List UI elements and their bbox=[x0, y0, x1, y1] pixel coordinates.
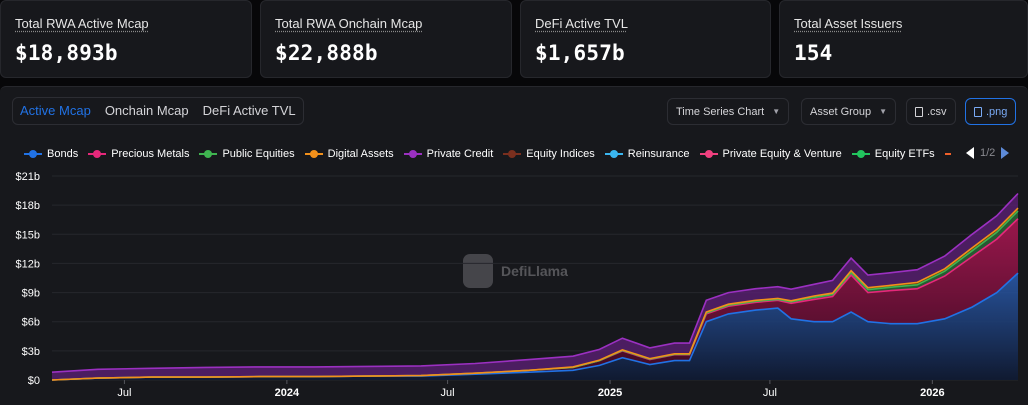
legend-prev-icon[interactable] bbox=[966, 147, 974, 159]
legend-label: Bonds bbox=[47, 148, 79, 160]
tab-onchain-mcap[interactable]: Onchain Mcap bbox=[104, 103, 189, 118]
legend-swatch bbox=[199, 150, 218, 158]
llama-logo-icon bbox=[463, 254, 493, 288]
y-tick-label: $21b bbox=[16, 171, 40, 183]
stat-value: 154 bbox=[794, 41, 833, 65]
x-tick-label: 2024 bbox=[275, 387, 300, 399]
legend-swatch bbox=[24, 150, 42, 158]
stat-label[interactable]: Total RWA Active Mcap bbox=[15, 16, 149, 31]
legend-swatch bbox=[851, 150, 870, 158]
series-area-precious-metals bbox=[52, 218, 1018, 380]
legend-swatch bbox=[699, 150, 718, 158]
x-tick-label: Jul bbox=[763, 387, 777, 399]
legend-label: Equity Indices bbox=[526, 148, 595, 160]
chevron-down-icon: ▼ bbox=[772, 107, 781, 116]
legend-item-digital-assets[interactable]: Digital Assets bbox=[304, 148, 394, 160]
x-tick-label: 2025 bbox=[598, 387, 622, 399]
stat-value: $1,657b bbox=[535, 41, 625, 65]
download-png-button[interactable]: .png bbox=[965, 98, 1017, 125]
x-tick-label: Jul bbox=[117, 387, 131, 399]
file-icon bbox=[915, 106, 923, 117]
legend-label: Private Credit bbox=[426, 148, 494, 160]
legend-item-public-equities[interactable]: Public Equities bbox=[199, 148, 295, 160]
y-tick-label: $15b bbox=[16, 229, 40, 241]
y-tick-label: $12b bbox=[16, 258, 40, 270]
group-by-select[interactable]: Asset Group ▼ bbox=[801, 98, 897, 125]
png-label: .png bbox=[986, 105, 1008, 118]
legend-page-indicator: 1/2 bbox=[980, 147, 996, 159]
legend-label: Reinsurance bbox=[627, 148, 690, 160]
legend-item-equity-etfs[interactable]: Equity ETFs bbox=[851, 148, 935, 160]
legend-item-precious-metals[interactable]: Precious Metals bbox=[88, 148, 189, 160]
image-file-icon bbox=[974, 106, 982, 117]
stat-label[interactable]: DeFi Active TVL bbox=[535, 16, 628, 31]
legend-swatch bbox=[304, 150, 323, 158]
chart-legend: Bonds Precious Metals Public Equities Di… bbox=[24, 147, 951, 161]
legend-label: Equity ETFs bbox=[874, 148, 935, 160]
legend-label: Precious Metals bbox=[111, 148, 190, 160]
chart-type-select[interactable]: Time Series Chart ▼ bbox=[667, 98, 790, 125]
legend-swatch bbox=[403, 150, 422, 158]
stat-card-active-mcap: Total RWA Active Mcap $18,893b bbox=[0, 0, 252, 78]
legend-swatch bbox=[503, 150, 522, 158]
tab-defi-active-tvl[interactable]: DeFi Active TVL bbox=[202, 103, 296, 118]
stat-card-onchain-mcap: Total RWA Onchain Mcap $22,888b bbox=[260, 0, 512, 78]
stat-label[interactable]: Total Asset Issuers bbox=[794, 16, 903, 31]
legend-label: Public Equities bbox=[222, 148, 295, 160]
x-tick-label: Jul bbox=[441, 387, 455, 399]
chart-type-label: Time Series Chart bbox=[676, 105, 765, 118]
y-tick-label: $18b bbox=[16, 200, 40, 212]
stat-value: $22,888b bbox=[275, 41, 378, 65]
legend-next-icon[interactable] bbox=[1001, 147, 1010, 159]
defillama-watermark: DefiLlama bbox=[463, 254, 568, 288]
watermark-text: DefiLlama bbox=[501, 263, 568, 279]
legend-label: Digital Assets bbox=[327, 148, 394, 160]
legend-label: Private Equity & Venture bbox=[722, 148, 842, 160]
legend-swatch-partial bbox=[944, 153, 951, 155]
metric-tabs: Active Mcap Onchain Mcap DeFi Active TVL bbox=[12, 97, 304, 125]
series-area-bonds bbox=[52, 273, 1018, 380]
csv-label: .csv bbox=[927, 105, 947, 118]
legend-swatch bbox=[604, 150, 623, 158]
y-tick-label: $3b bbox=[22, 346, 40, 358]
legend-swatch bbox=[88, 150, 107, 158]
group-by-label: Asset Group bbox=[810, 105, 872, 118]
series-line-digital-assets bbox=[51, 207, 1019, 381]
series-area-private-credit bbox=[52, 193, 1018, 380]
chevron-down-icon: ▼ bbox=[879, 107, 888, 116]
y-tick-label: $6b bbox=[22, 317, 40, 329]
legend-item-bonds[interactable]: Bonds bbox=[24, 148, 78, 160]
y-tick-label: $0 bbox=[28, 375, 40, 387]
legend-item-private-equity-venture[interactable]: Private Equity & Venture bbox=[699, 148, 842, 160]
stat-card-asset-issuers: Total Asset Issuers 154 bbox=[779, 0, 1028, 78]
legend-pager: 1/2 bbox=[966, 147, 1010, 159]
stat-card-defi-tvl: DeFi Active TVL $1,657b bbox=[520, 0, 771, 78]
y-tick-label: $9b bbox=[22, 288, 40, 300]
stat-label[interactable]: Total RWA Onchain Mcap bbox=[275, 16, 423, 31]
legend-item-equity-indices[interactable]: Equity Indices bbox=[503, 148, 595, 160]
stat-value: $18,893b bbox=[15, 41, 118, 65]
series-line-private-credit bbox=[51, 192, 1019, 373]
tab-active-mcap[interactable]: Active Mcap bbox=[20, 103, 91, 118]
legend-item-reinsurance[interactable]: Reinsurance bbox=[604, 148, 690, 160]
legend-item-private-credit[interactable]: Private Credit bbox=[403, 148, 494, 160]
download-csv-button[interactable]: .csv bbox=[906, 98, 956, 125]
x-tick-label: 2026 bbox=[920, 387, 944, 399]
legend-item-more[interactable] bbox=[944, 153, 951, 155]
